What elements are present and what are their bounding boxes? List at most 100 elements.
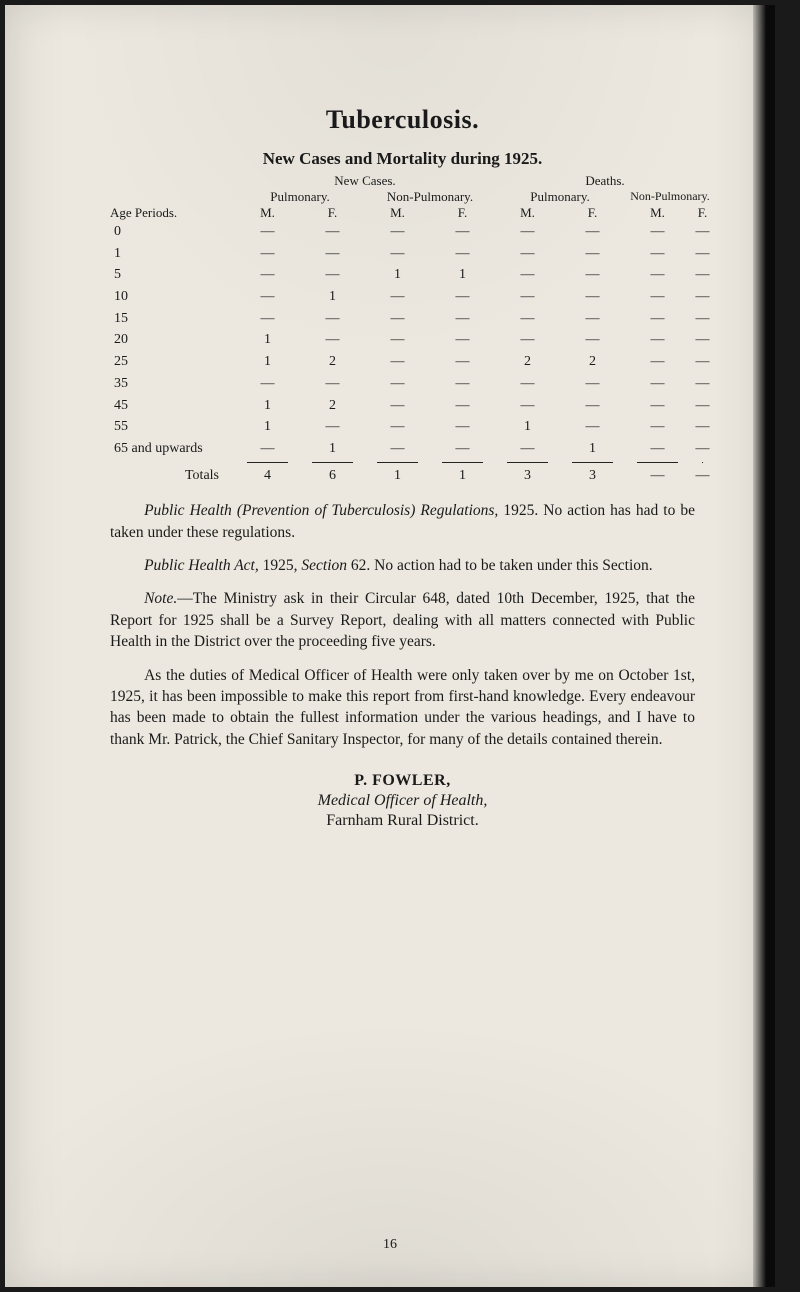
- table-row: 10—1——————: [110, 286, 695, 308]
- table-row: 201———————: [110, 329, 695, 351]
- table-cell: —: [560, 416, 625, 438]
- italic-run: Public Health (Prevention of Tuberculosi…: [144, 502, 498, 519]
- totals-cell: 6: [300, 465, 365, 487]
- table-cell: —: [495, 221, 560, 243]
- table-cell: —: [430, 221, 495, 243]
- table-cell: —: [365, 221, 430, 243]
- italic-run: Note.: [144, 590, 177, 607]
- table-cell: —: [625, 329, 690, 351]
- body-text: Public Health (Prevention of Tuberculosi…: [110, 500, 695, 750]
- table-cell: —: [235, 308, 300, 330]
- table-cell: 1: [235, 416, 300, 438]
- table-subheader-row: Pulmonary. Non-Pulmonary. Pulmonary. Non…: [110, 189, 695, 205]
- signature-block: P. FOWLER, Medical Officer of Health, Fa…: [110, 772, 695, 830]
- table-row: 35————————: [110, 373, 695, 395]
- col-f: F.: [560, 205, 625, 221]
- table-cell: 1: [300, 438, 365, 460]
- table-cell: —: [365, 373, 430, 395]
- totals-cell: 3: [495, 465, 560, 487]
- table-cell: —: [300, 373, 365, 395]
- table-cell: —: [430, 286, 495, 308]
- table-cell: —: [625, 286, 690, 308]
- page-subtitle: New Cases and Mortality during 1925.: [110, 149, 695, 169]
- row-label: 0: [110, 221, 235, 243]
- table-cell: —: [560, 286, 625, 308]
- table-cell: 1: [300, 286, 365, 308]
- table-cell: —: [365, 308, 430, 330]
- totals-label: Totals: [110, 465, 235, 487]
- group-header-deaths: Deaths.: [495, 173, 715, 189]
- italic-run: Section: [301, 557, 347, 574]
- table-cell: —: [495, 373, 560, 395]
- table-cell: —: [690, 221, 715, 243]
- text-run: 1925,: [259, 557, 302, 574]
- table-cell: —: [495, 264, 560, 286]
- page: Tuberculosis. New Cases and Mortality du…: [5, 5, 775, 1287]
- table-row: 2512——22——: [110, 351, 695, 373]
- table-cell: —: [300, 243, 365, 265]
- table-cell: —: [690, 416, 715, 438]
- totals-cell: 1: [365, 465, 430, 487]
- table-cell: —: [560, 243, 625, 265]
- col-m: M.: [365, 205, 430, 221]
- paragraph-note: Note.—The Ministry ask in their Circular…: [110, 588, 695, 652]
- table-cell: —: [625, 264, 690, 286]
- table-cell: 1: [235, 395, 300, 417]
- table-cell: —: [365, 329, 430, 351]
- table-cell: —: [300, 416, 365, 438]
- table-cell: —: [235, 221, 300, 243]
- signature-location: Farnham Rural District.: [110, 812, 695, 830]
- table-cell: —: [625, 351, 690, 373]
- table-cell: —: [625, 243, 690, 265]
- table-cell: 2: [560, 351, 625, 373]
- spacer: [110, 173, 235, 189]
- tuberculosis-table: New Cases. Deaths. Pulmonary. Non-Pulmon…: [110, 173, 695, 486]
- table-cell: —: [560, 329, 625, 351]
- table-cell: 2: [495, 351, 560, 373]
- col-m: M.: [495, 205, 560, 221]
- row-label: 35: [110, 373, 235, 395]
- paragraph-duties: As the duties of Medical Officer of Heal…: [110, 665, 695, 751]
- totals-cell: —: [690, 465, 715, 487]
- table-cell: 2: [300, 395, 365, 417]
- subheader-pulmonary-deaths: Pulmonary.: [495, 189, 625, 205]
- table-cell: —: [430, 438, 495, 460]
- table-cell: —: [365, 351, 430, 373]
- table-cell: —: [690, 264, 715, 286]
- row-label: 65 and upwards: [110, 438, 235, 460]
- table-row: 1————————: [110, 243, 695, 265]
- table-cell: 1: [560, 438, 625, 460]
- table-cell: —: [430, 351, 495, 373]
- table-cell: —: [690, 308, 715, 330]
- table-cell: 1: [430, 264, 495, 286]
- table-row: 5——11————: [110, 264, 695, 286]
- table-cell: 1: [495, 416, 560, 438]
- table-cell: —: [300, 221, 365, 243]
- age-periods-label: Age Periods.: [110, 205, 235, 221]
- table-body: 0————————1————————5——11————10—1——————15—…: [110, 221, 695, 460]
- table-cell: —: [625, 308, 690, 330]
- table-cell: —: [625, 416, 690, 438]
- table-cell: —: [560, 308, 625, 330]
- text-run: —The Ministry ask in their Circular 648,…: [110, 590, 695, 650]
- page-title: Tuberculosis.: [110, 105, 695, 135]
- table-cell: —: [495, 286, 560, 308]
- totals-cell: —: [625, 465, 690, 487]
- row-label: 5: [110, 264, 235, 286]
- row-label: 55: [110, 416, 235, 438]
- totals-cell: 3: [560, 465, 625, 487]
- table-cell: —: [625, 221, 690, 243]
- totals-cell: 4: [235, 465, 300, 487]
- table-cell: —: [365, 243, 430, 265]
- paragraph-health-act: Public Health Act, 1925, Section 62. No …: [110, 555, 695, 576]
- table-cell: —: [690, 243, 715, 265]
- table-cell: —: [690, 351, 715, 373]
- table-cell: —: [365, 286, 430, 308]
- spacer: [110, 189, 235, 205]
- table-cell: —: [495, 243, 560, 265]
- table-cell: —: [235, 286, 300, 308]
- table-cell: —: [560, 395, 625, 417]
- table-cell: —: [560, 373, 625, 395]
- table-cell: —: [430, 395, 495, 417]
- table-cell: 1: [365, 264, 430, 286]
